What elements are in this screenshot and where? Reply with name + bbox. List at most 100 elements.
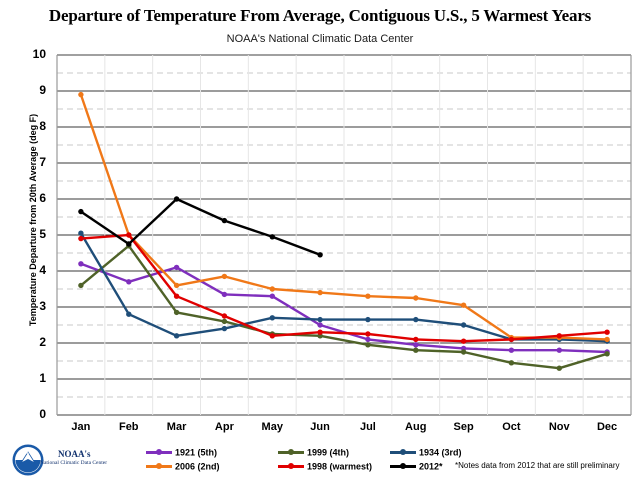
- data-point: [317, 252, 323, 258]
- legend-label: 1999 (4th): [307, 447, 350, 458]
- legend-item-3[interactable]: 1934 (3rd): [390, 447, 462, 458]
- x-tick-label: Aug: [405, 421, 427, 433]
- x-tick-label: Feb: [118, 421, 139, 433]
- y-tick-label: 5: [39, 227, 46, 241]
- data-point: [413, 295, 419, 301]
- data-point: [365, 316, 371, 323]
- data-point: [413, 342, 419, 348]
- legend-item-6[interactable]: 2012*: [390, 461, 443, 472]
- legend-item-1[interactable]: 1921 (5th): [146, 447, 217, 458]
- data-point: [604, 329, 610, 335]
- data-point: [365, 342, 371, 348]
- data-point: [317, 322, 323, 328]
- data-point: [221, 318, 228, 325]
- legend-swatch-icon: [278, 463, 304, 470]
- gridlines: [56, 54, 632, 416]
- data-point: [413, 336, 419, 343]
- data-point: [78, 230, 84, 236]
- data-series-layer: [78, 91, 610, 371]
- data-point: [126, 311, 132, 317]
- data-point: [508, 347, 515, 353]
- y-tick-label: 7: [39, 155, 46, 169]
- series-2: [78, 243, 610, 371]
- legend-label: 1998 (warmest): [307, 461, 373, 472]
- series-line: [79, 233, 609, 343]
- data-point: [269, 333, 275, 339]
- data-point: [269, 293, 275, 299]
- legend-swatch-icon: [278, 449, 304, 456]
- noaa-logo-name: NOAA's: [58, 449, 91, 459]
- legend-label: 1934 (3rd): [419, 447, 462, 458]
- legend-label: 2012*: [419, 461, 443, 472]
- data-point: [508, 336, 515, 343]
- data-point: [269, 234, 275, 240]
- data-point: [460, 302, 467, 308]
- data-point: [365, 293, 371, 299]
- series-6: [78, 196, 323, 258]
- data-point: [173, 333, 180, 339]
- legend-marker-icon: [288, 463, 294, 470]
- data-point: [413, 316, 419, 323]
- data-point: [221, 217, 228, 224]
- legend-marker-icon: [400, 463, 406, 470]
- legend-swatch-icon: [390, 449, 416, 456]
- data-point: [78, 235, 84, 242]
- data-point: [604, 336, 610, 343]
- series-line: [79, 197, 322, 257]
- data-point: [556, 347, 562, 353]
- legend-swatch-icon: [146, 449, 172, 456]
- series-line: [79, 244, 609, 370]
- data-point: [604, 351, 610, 357]
- x-tick-label: Dec: [596, 421, 618, 433]
- data-point: [126, 279, 132, 285]
- data-point: [269, 315, 275, 321]
- legend-marker-icon: [156, 463, 162, 470]
- legend-item-5[interactable]: 1998 (warmest): [278, 461, 372, 472]
- legend-label: 2006 (2nd): [175, 461, 220, 472]
- data-point: [317, 329, 323, 335]
- x-tick-label: Mar: [166, 421, 187, 433]
- footnote: *Notes data from 2012 that are still pre…: [455, 461, 620, 470]
- x-tick-label: Nov: [548, 421, 570, 433]
- data-point: [78, 261, 84, 267]
- x-tick-label: May: [261, 421, 283, 433]
- data-point: [78, 208, 84, 215]
- data-point: [126, 241, 132, 247]
- data-point: [221, 291, 228, 298]
- data-point: [460, 338, 467, 344]
- y-tick-label: 4: [39, 263, 46, 277]
- legend-swatch-icon: [146, 463, 172, 470]
- data-point: [173, 293, 180, 299]
- x-tick-label: Oct: [502, 421, 521, 433]
- data-point: [508, 360, 515, 366]
- noaa-logo-subtitle: National Climatic Data Center: [40, 460, 108, 466]
- legend-item-4[interactable]: 2006 (2nd): [146, 461, 220, 472]
- y-tick-label: 2: [39, 335, 46, 349]
- y-tick-label: 9: [39, 83, 46, 97]
- x-tick-label: Jun: [310, 421, 330, 433]
- x-tick-label: Jul: [359, 421, 376, 433]
- y-tick-label: 1: [39, 371, 46, 385]
- x-tick-label: Sep: [453, 421, 474, 433]
- data-point: [78, 282, 84, 289]
- data-point: [556, 333, 562, 339]
- noaa-logo: NOAA NOAA's National Climatic Data Cente…: [6, 443, 146, 477]
- legend-marker-icon: [400, 449, 406, 456]
- y-tick-label: 8: [39, 119, 46, 133]
- legend-marker-icon: [156, 449, 162, 456]
- legend-swatch-icon: [390, 463, 416, 470]
- data-point: [78, 91, 84, 98]
- y-tick-label: 10: [32, 47, 46, 61]
- svg-text:NOAA: NOAA: [22, 450, 34, 455]
- data-point: [317, 316, 323, 323]
- legend-marker-icon: [288, 449, 294, 456]
- data-point: [173, 264, 180, 271]
- data-point: [460, 322, 467, 328]
- y-tick-label: 6: [39, 191, 46, 205]
- data-point: [460, 349, 467, 355]
- data-point: [173, 196, 180, 202]
- legend-item-2[interactable]: 1999 (4th): [278, 447, 349, 458]
- y-tick-label: 3: [39, 299, 46, 313]
